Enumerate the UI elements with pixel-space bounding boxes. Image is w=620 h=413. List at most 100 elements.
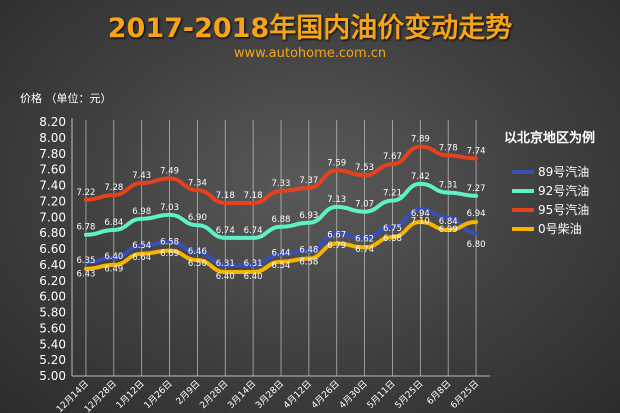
y-tick-label: 7.60	[39, 163, 66, 177]
data-label: 6.94	[467, 209, 486, 219]
y-tick-label: 6.20	[39, 274, 66, 288]
data-label: 6.35	[76, 256, 95, 266]
x-tick-label: 3月14日	[226, 378, 259, 411]
data-label: 7.18	[216, 191, 235, 201]
y-tick-label: 5.40	[39, 337, 66, 351]
data-label: 6.43	[76, 269, 95, 279]
y-tick-label: 5.60	[39, 321, 66, 335]
y-tick-label: 7.40	[39, 179, 66, 193]
data-label: 6.67	[327, 230, 346, 240]
y-tick-label: 8.00	[39, 131, 66, 145]
y-tick-label: 7.00	[39, 210, 66, 224]
data-label: 6.58	[160, 238, 179, 248]
legend-label: 92号汽油	[538, 184, 590, 198]
data-label: 7.28	[104, 183, 123, 193]
legend-swatch	[512, 226, 534, 231]
chart-subtitle: www.autohome.com.cn	[233, 46, 387, 61]
data-label: 7.18	[244, 191, 263, 201]
data-label: 6.48	[299, 246, 318, 256]
y-tick-label: 7.80	[39, 147, 66, 161]
y-tick-label: 8.20	[39, 115, 66, 129]
legend-label: 0号柴油	[538, 222, 582, 236]
data-label: 6.56	[188, 259, 207, 269]
data-label: 6.31	[216, 259, 235, 269]
y-tick-label: 6.80	[39, 226, 66, 240]
legend-items: 89号汽油 92号汽油 95号汽油 0号柴油	[476, 162, 616, 238]
data-label: 7.59	[327, 158, 346, 168]
legend-item: 95号汽油	[512, 200, 616, 219]
data-label: 7.10	[411, 216, 430, 226]
series-line	[83, 181, 479, 240]
data-label: 6.40	[104, 252, 123, 262]
data-label: 6.44	[272, 249, 291, 259]
data-label: 7.49	[160, 166, 179, 176]
y-tick-label: 5.20	[39, 353, 66, 367]
data-label: 7.21	[383, 189, 402, 199]
series-line	[83, 207, 479, 267]
x-tick-label: 5月11日	[365, 378, 398, 411]
legend-swatch	[512, 188, 534, 193]
data-label: 7.42	[411, 172, 430, 182]
y-tick-label: 5.80	[39, 306, 66, 320]
legend: 以北京地区为例 89号汽油 92号汽油 95号汽油 0号柴油	[476, 127, 616, 238]
data-label: 6.54	[272, 261, 291, 271]
data-label: 7.67	[383, 152, 402, 162]
data-label: 6.88	[272, 215, 291, 225]
data-label: 6.40	[244, 272, 263, 282]
data-label: 6.46	[188, 247, 207, 257]
y-tick-label: 6.60	[39, 242, 66, 256]
data-label: 6.31	[244, 259, 263, 269]
x-tick-label: 3月28日	[253, 378, 286, 411]
x-tick-label: 5月25日	[393, 378, 426, 411]
data-label: 6.75	[383, 224, 402, 234]
data-label: 7.53	[355, 163, 374, 173]
x-tick-label: 1月12日	[114, 378, 147, 411]
legend-swatch	[512, 169, 534, 174]
x-tick-label: 6月25日	[449, 378, 482, 411]
data-label: 6.90	[188, 213, 207, 223]
data-label: 6.62	[355, 234, 374, 244]
data-label: 7.03	[160, 203, 179, 213]
y-axis-unit-label: 价格 （单位：元）	[20, 92, 112, 105]
legend-swatch	[512, 207, 534, 212]
legend-title: 以北京地区为例	[504, 131, 596, 146]
chart-title: 2017-2018年国内油价变动走势	[107, 13, 513, 44]
series-line	[83, 220, 479, 275]
data-label: 7.33	[272, 179, 291, 189]
data-label: 6.88	[383, 234, 402, 244]
data-label: 6.79	[327, 241, 346, 251]
data-label: 7.74	[467, 147, 486, 157]
legend-item: 89号汽油	[512, 162, 616, 181]
x-tick-label: 4月30日	[337, 378, 370, 411]
data-label: 7.89	[411, 135, 430, 145]
data-label: 7.31	[439, 181, 458, 191]
data-label: 6.80	[467, 240, 486, 250]
data-label: 7.13	[327, 195, 346, 205]
x-tick-label: 4月12日	[281, 378, 314, 411]
x-tick-label: 1月26日	[142, 378, 175, 411]
data-label: 6.98	[132, 207, 151, 217]
data-label: 7.34	[188, 178, 207, 188]
data-label: 6.84	[104, 218, 123, 228]
x-tick-label: 4月26日	[309, 378, 342, 411]
data-label: 7.07	[355, 200, 374, 210]
data-label: 6.99	[439, 225, 458, 235]
data-label: 6.64	[132, 253, 151, 263]
data-label: 6.58	[299, 258, 318, 268]
y-tick-label: 6.40	[39, 258, 66, 272]
data-label: 7.43	[132, 171, 151, 181]
data-label: 6.69	[160, 249, 179, 259]
x-tick-label: 6月8日	[425, 378, 454, 407]
data-label: 6.54	[132, 241, 151, 251]
data-label: 6.74	[355, 245, 374, 255]
data-label: 6.74	[216, 226, 235, 236]
data-label: 7.78	[439, 143, 458, 153]
series-line	[83, 144, 479, 205]
data-label: 6.78	[76, 223, 95, 233]
data-label: 6.49	[104, 265, 123, 275]
data-label: 6.93	[299, 211, 318, 221]
legend-item: 92号汽油	[512, 181, 616, 200]
data-label: 7.27	[467, 184, 486, 194]
data-label: 6.94	[411, 209, 430, 219]
